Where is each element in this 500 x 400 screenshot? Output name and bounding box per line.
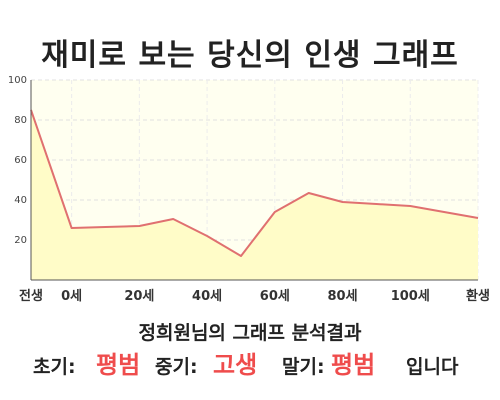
early-label: 초기:	[33, 356, 76, 378]
y-tick-label: 40	[14, 195, 27, 206]
chart-title: 재미로 보는 당신의 인생 그래프	[41, 38, 459, 73]
y-tick-label: 80	[14, 115, 27, 126]
y-tick-label: 20	[14, 235, 27, 246]
mid-label: 중기:	[155, 356, 198, 378]
area-fill	[31, 110, 478, 280]
x-tick-label: 0세	[61, 289, 82, 304]
x-tick-label: 20세	[124, 289, 154, 304]
ending-text: 입니다	[406, 356, 459, 378]
x-tick-label: 환생	[466, 288, 490, 304]
late-value: 평범	[331, 351, 376, 379]
x-tick-label: 80세	[328, 289, 358, 304]
analysis-summary: 초기: 평범 중기: 고생 말기: 평범 입니다	[0, 345, 500, 381]
mid-value: 고생	[213, 351, 258, 379]
x-tick-label: 40세	[192, 289, 222, 304]
y-tick-label: 60	[14, 155, 27, 166]
x-tick-label: 전생	[19, 288, 43, 304]
x-tick-label: 100세	[391, 289, 430, 304]
life-line	[30, 109, 479, 257]
x-tick-label: 60세	[260, 289, 290, 304]
late-label: 말기:	[282, 356, 325, 378]
y-tick-label: 100	[8, 75, 27, 86]
analysis-subtitle: 정희원님의 그래프 분석결과	[138, 322, 362, 344]
early-value: 평범	[96, 351, 141, 379]
